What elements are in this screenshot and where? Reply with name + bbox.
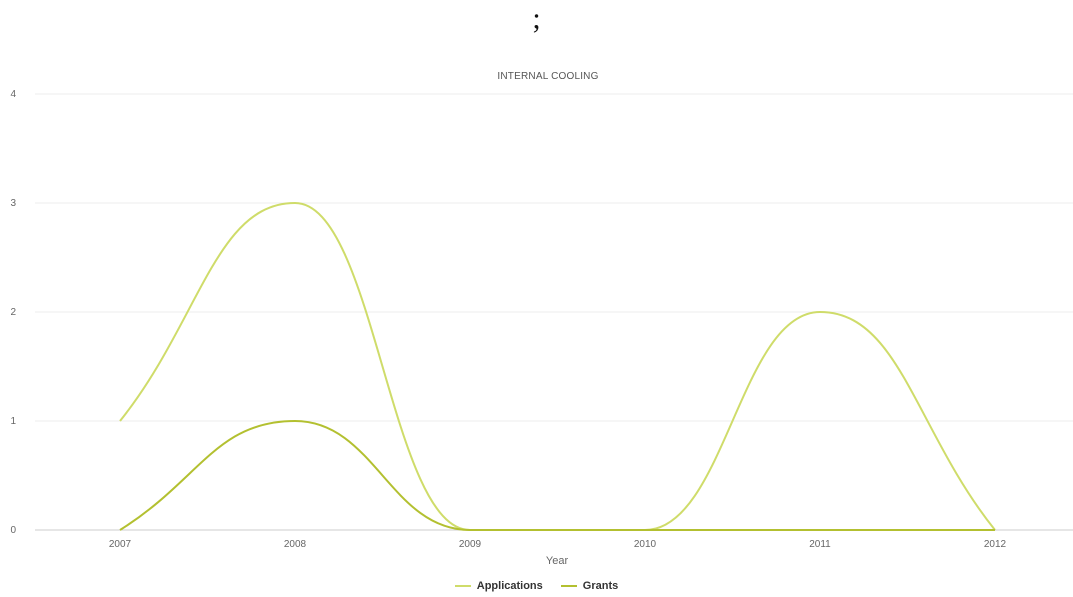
x-tick-label: 2012	[984, 539, 1007, 550]
legend-swatch-applications	[454, 585, 471, 587]
y-tick-label: 1	[10, 416, 16, 427]
series-layer	[119, 201, 996, 532]
y-tick-label: 2	[10, 307, 16, 318]
x-tick-label: 2010	[634, 539, 657, 550]
x-tick-label: 2007	[109, 539, 132, 550]
y-tick-label: 4	[10, 89, 16, 100]
y-tick-label: 3	[10, 198, 16, 209]
top-mark: ;	[532, 2, 541, 35]
series-line-grants[interactable]	[119, 419, 995, 532]
legend-item-grants[interactable]: Grants	[560, 580, 619, 592]
grid-layer	[35, 93, 1073, 531]
x-tick-label: 2009	[459, 539, 482, 550]
chart-title: INTERNAL COOLING	[497, 71, 598, 82]
x-axis-ticks: 2007 2008 2009 2010 2011 2012	[109, 539, 1007, 550]
series-line-applications[interactable]	[119, 201, 996, 532]
legend-label-applications: Applications	[476, 580, 543, 592]
legend-item-applications[interactable]: Applications	[454, 580, 543, 592]
x-tick-label: 2008	[284, 539, 307, 550]
legend-label-grants: Grants	[582, 580, 619, 592]
legend: Applications Grants	[0, 580, 1073, 592]
x-tick-label: 2011	[809, 539, 831, 550]
x-axis-title: Year	[546, 555, 569, 567]
legend-swatch-grants	[560, 585, 577, 587]
y-tick-label: 0	[10, 525, 16, 536]
y-axis-ticks: 0 1 2 3 4	[10, 89, 16, 536]
